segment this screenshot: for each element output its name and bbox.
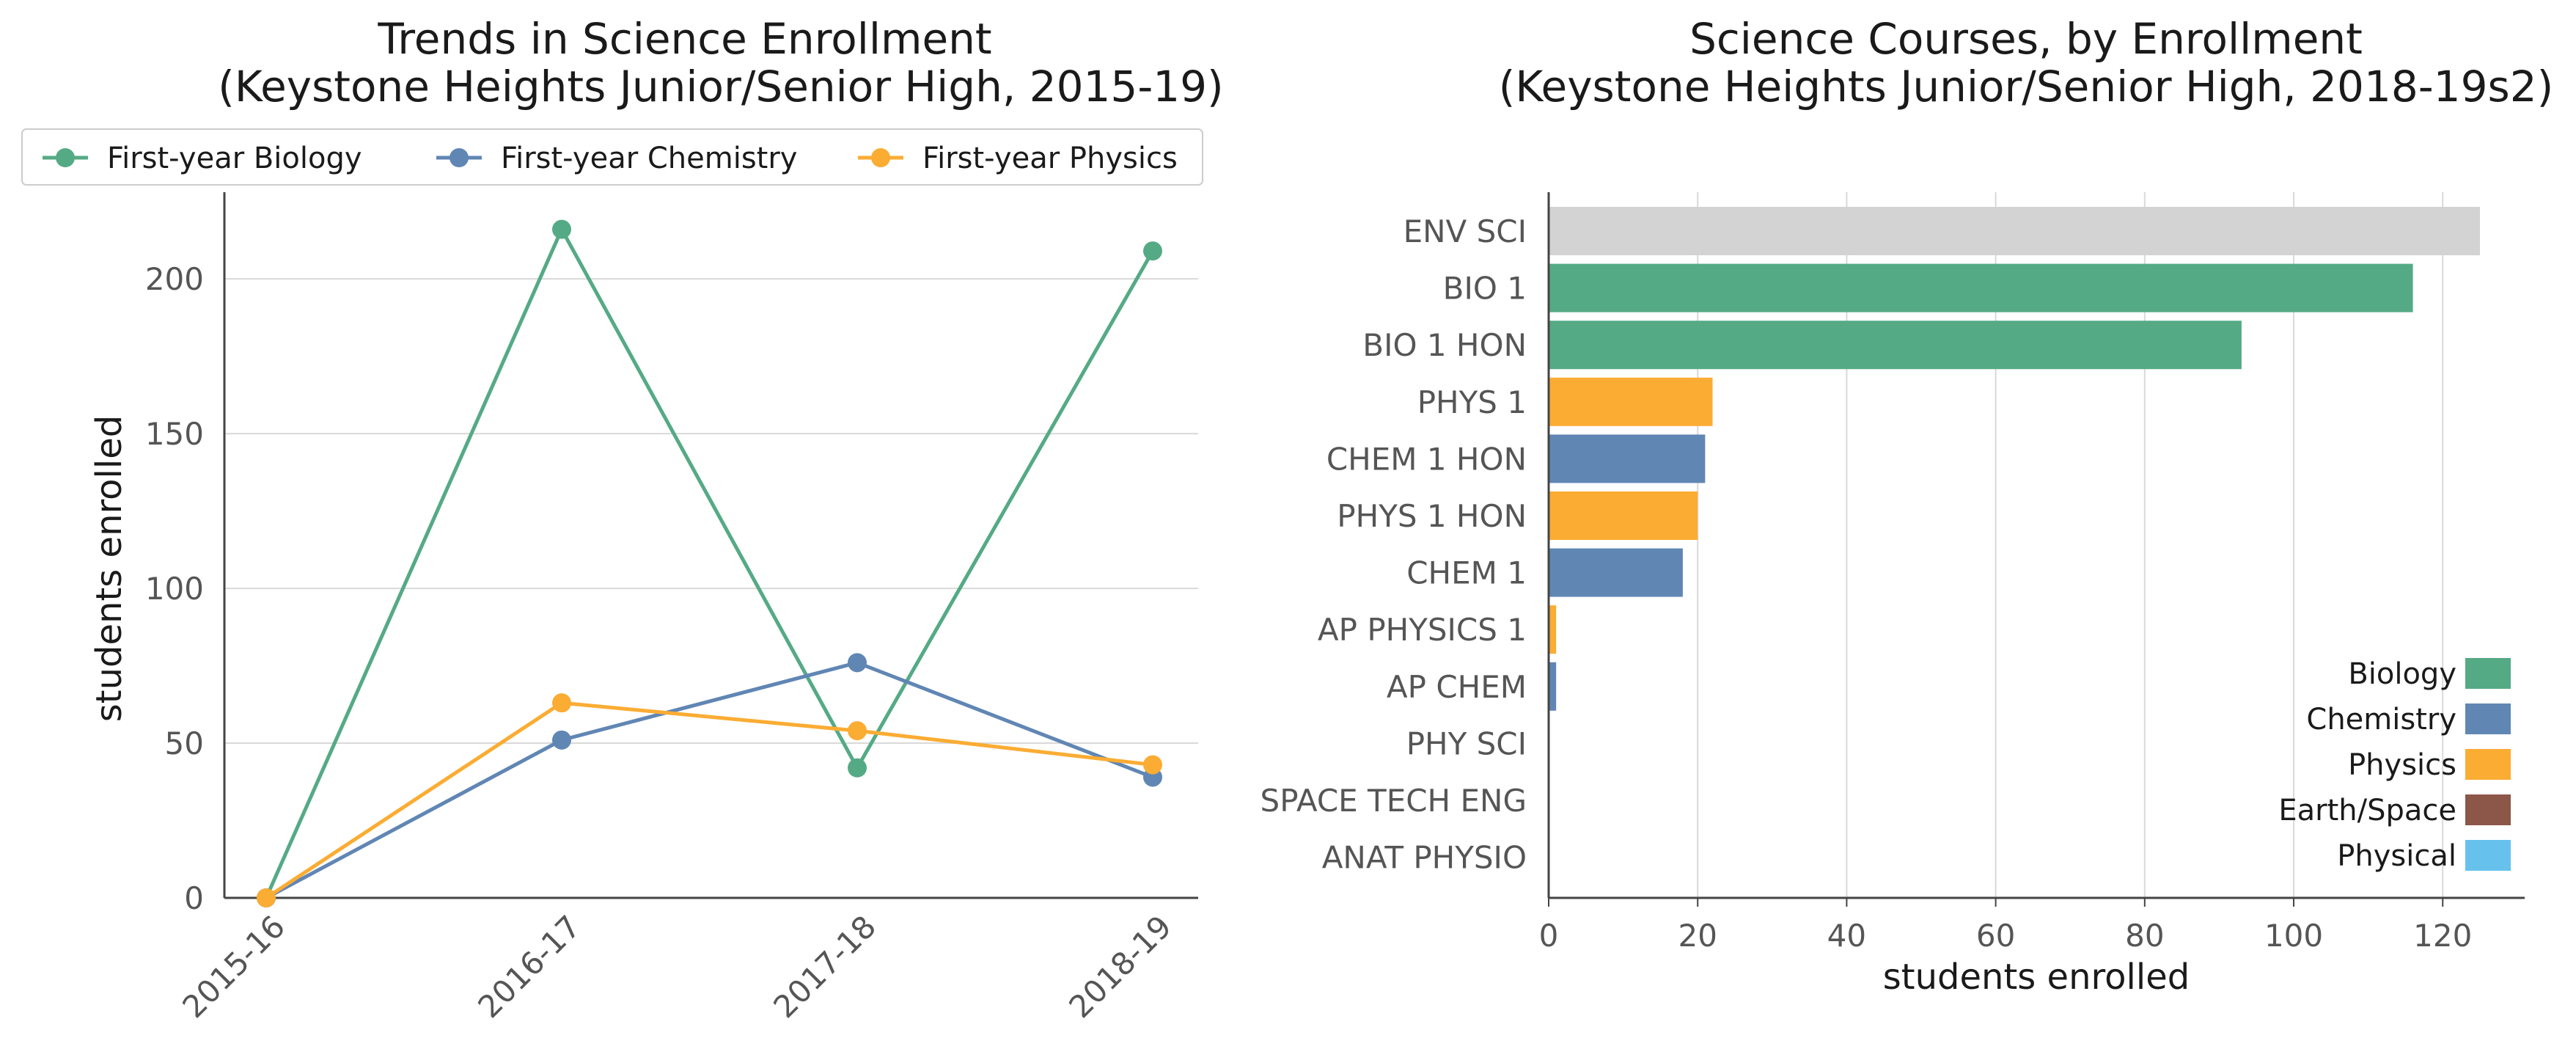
category-label: SPACE TECH ENG xyxy=(1261,783,1527,819)
data-point xyxy=(848,721,867,741)
line-chart: 0 50 100 150 200 2015-16 2016-17 2017-18 2018-19… xyxy=(21,128,1203,1025)
legend-swatch-marker xyxy=(56,148,75,167)
series-line xyxy=(265,701,1153,900)
data-point xyxy=(1143,241,1162,261)
category-label: BIO 1 HON xyxy=(1362,327,1527,363)
series-line xyxy=(264,224,1155,899)
bar xyxy=(1549,434,1706,483)
line-chart-legend: First-year Biology First-year Chemistry Fi… xyxy=(21,128,1203,186)
bar xyxy=(1549,605,1557,654)
legend-label: First-year Physics xyxy=(922,142,1178,175)
bar-chart-subtitle: (Keystone Heights Junior/Senior High, 20… xyxy=(1499,62,2554,112)
category-label: ANAT PHYSIO xyxy=(1322,840,1527,876)
x-tick-label: 20 xyxy=(1678,918,1717,954)
y-tick-label: 150 xyxy=(145,416,204,452)
bar xyxy=(1549,662,1557,711)
data-point xyxy=(257,888,276,907)
data-point xyxy=(1143,755,1162,775)
x-tick-label: 2018-19 xyxy=(1062,908,1178,1025)
x-tick-label: 40 xyxy=(1827,918,1866,954)
category-label: PHYS 1 xyxy=(1417,384,1527,420)
legend-label: Biology xyxy=(2348,657,2456,691)
bar xyxy=(1549,377,1713,426)
legend-label: Earth/Space xyxy=(2278,794,2456,827)
x-tick-label: 0 xyxy=(1539,918,1559,954)
line-chart-title: Trends in Science Enrollment xyxy=(377,14,991,64)
legend-swatch xyxy=(2465,749,2511,780)
legend-swatch xyxy=(2465,658,2511,689)
category-label: CHEM 1 HON xyxy=(1326,441,1527,477)
category-label: ENV SCI xyxy=(1403,213,1527,249)
legend-frame xyxy=(21,128,1203,186)
data-point xyxy=(552,693,571,713)
y-tick-label: 50 xyxy=(165,725,204,761)
legend-swatch-marker xyxy=(449,148,469,167)
bar xyxy=(1549,263,2413,312)
x-tick-label: 2017-18 xyxy=(766,908,883,1025)
bar-chart: 0 20 40 60 80 100 120 ENV SCI BIO 1 BIO 1 HON PHYS… xyxy=(1261,192,2525,954)
category-label: PHY SCI xyxy=(1406,725,1527,761)
bar xyxy=(1549,548,1683,597)
x-tick-label: 120 xyxy=(2413,918,2472,954)
legend-swatch xyxy=(2465,794,2511,825)
bar xyxy=(1549,491,1698,540)
x-tick-label: 100 xyxy=(2264,918,2323,954)
category-label: BIO 1 xyxy=(1443,271,1527,307)
bar-chart-legend: Biology Chemistry Physics Earth/Space Physic… xyxy=(2278,657,2511,873)
x-tick-label: 80 xyxy=(2125,918,2164,954)
y-tick-label: 200 xyxy=(145,261,204,297)
data-point xyxy=(552,730,571,750)
legend-label: First-year Biology xyxy=(107,142,362,175)
y-tick-label: 100 xyxy=(145,571,204,607)
legend-swatch xyxy=(2465,840,2511,871)
legend-swatch xyxy=(2465,703,2511,734)
legend-label: Physical xyxy=(2337,839,2456,873)
data-point xyxy=(552,219,571,239)
category-label: CHEM 1 xyxy=(1406,555,1527,591)
category-label: PHYS 1 HON xyxy=(1337,498,1527,534)
line-chart-subtitle: (Keystone Heights Junior/Senior High, 20… xyxy=(218,62,1223,112)
legend-label: Chemistry xyxy=(2306,703,2456,736)
category-label: AP PHYSICS 1 xyxy=(1318,612,1527,648)
line-chart-y-axis-label: students enrolled xyxy=(89,415,130,722)
category-label: AP CHEM xyxy=(1387,669,1527,705)
x-tick-label: 60 xyxy=(1976,918,2015,954)
series-line xyxy=(265,660,1153,900)
bar xyxy=(1549,321,2242,370)
legend-swatch-marker xyxy=(871,148,890,167)
bar-chart-x-axis-label: students enrolled xyxy=(1883,957,2190,998)
legend-label: First-year Chemistry xyxy=(501,142,797,175)
x-tick-label: 2016-17 xyxy=(471,908,587,1025)
data-point xyxy=(848,653,867,673)
bar xyxy=(1549,207,2481,255)
bar-chart-title: Science Courses, by Enrollment xyxy=(1689,14,2363,64)
x-tick-label: 2015-16 xyxy=(175,908,292,1025)
y-tick-label: 0 xyxy=(184,880,204,916)
data-point xyxy=(848,758,867,778)
legend-label: Physics xyxy=(2348,748,2456,782)
